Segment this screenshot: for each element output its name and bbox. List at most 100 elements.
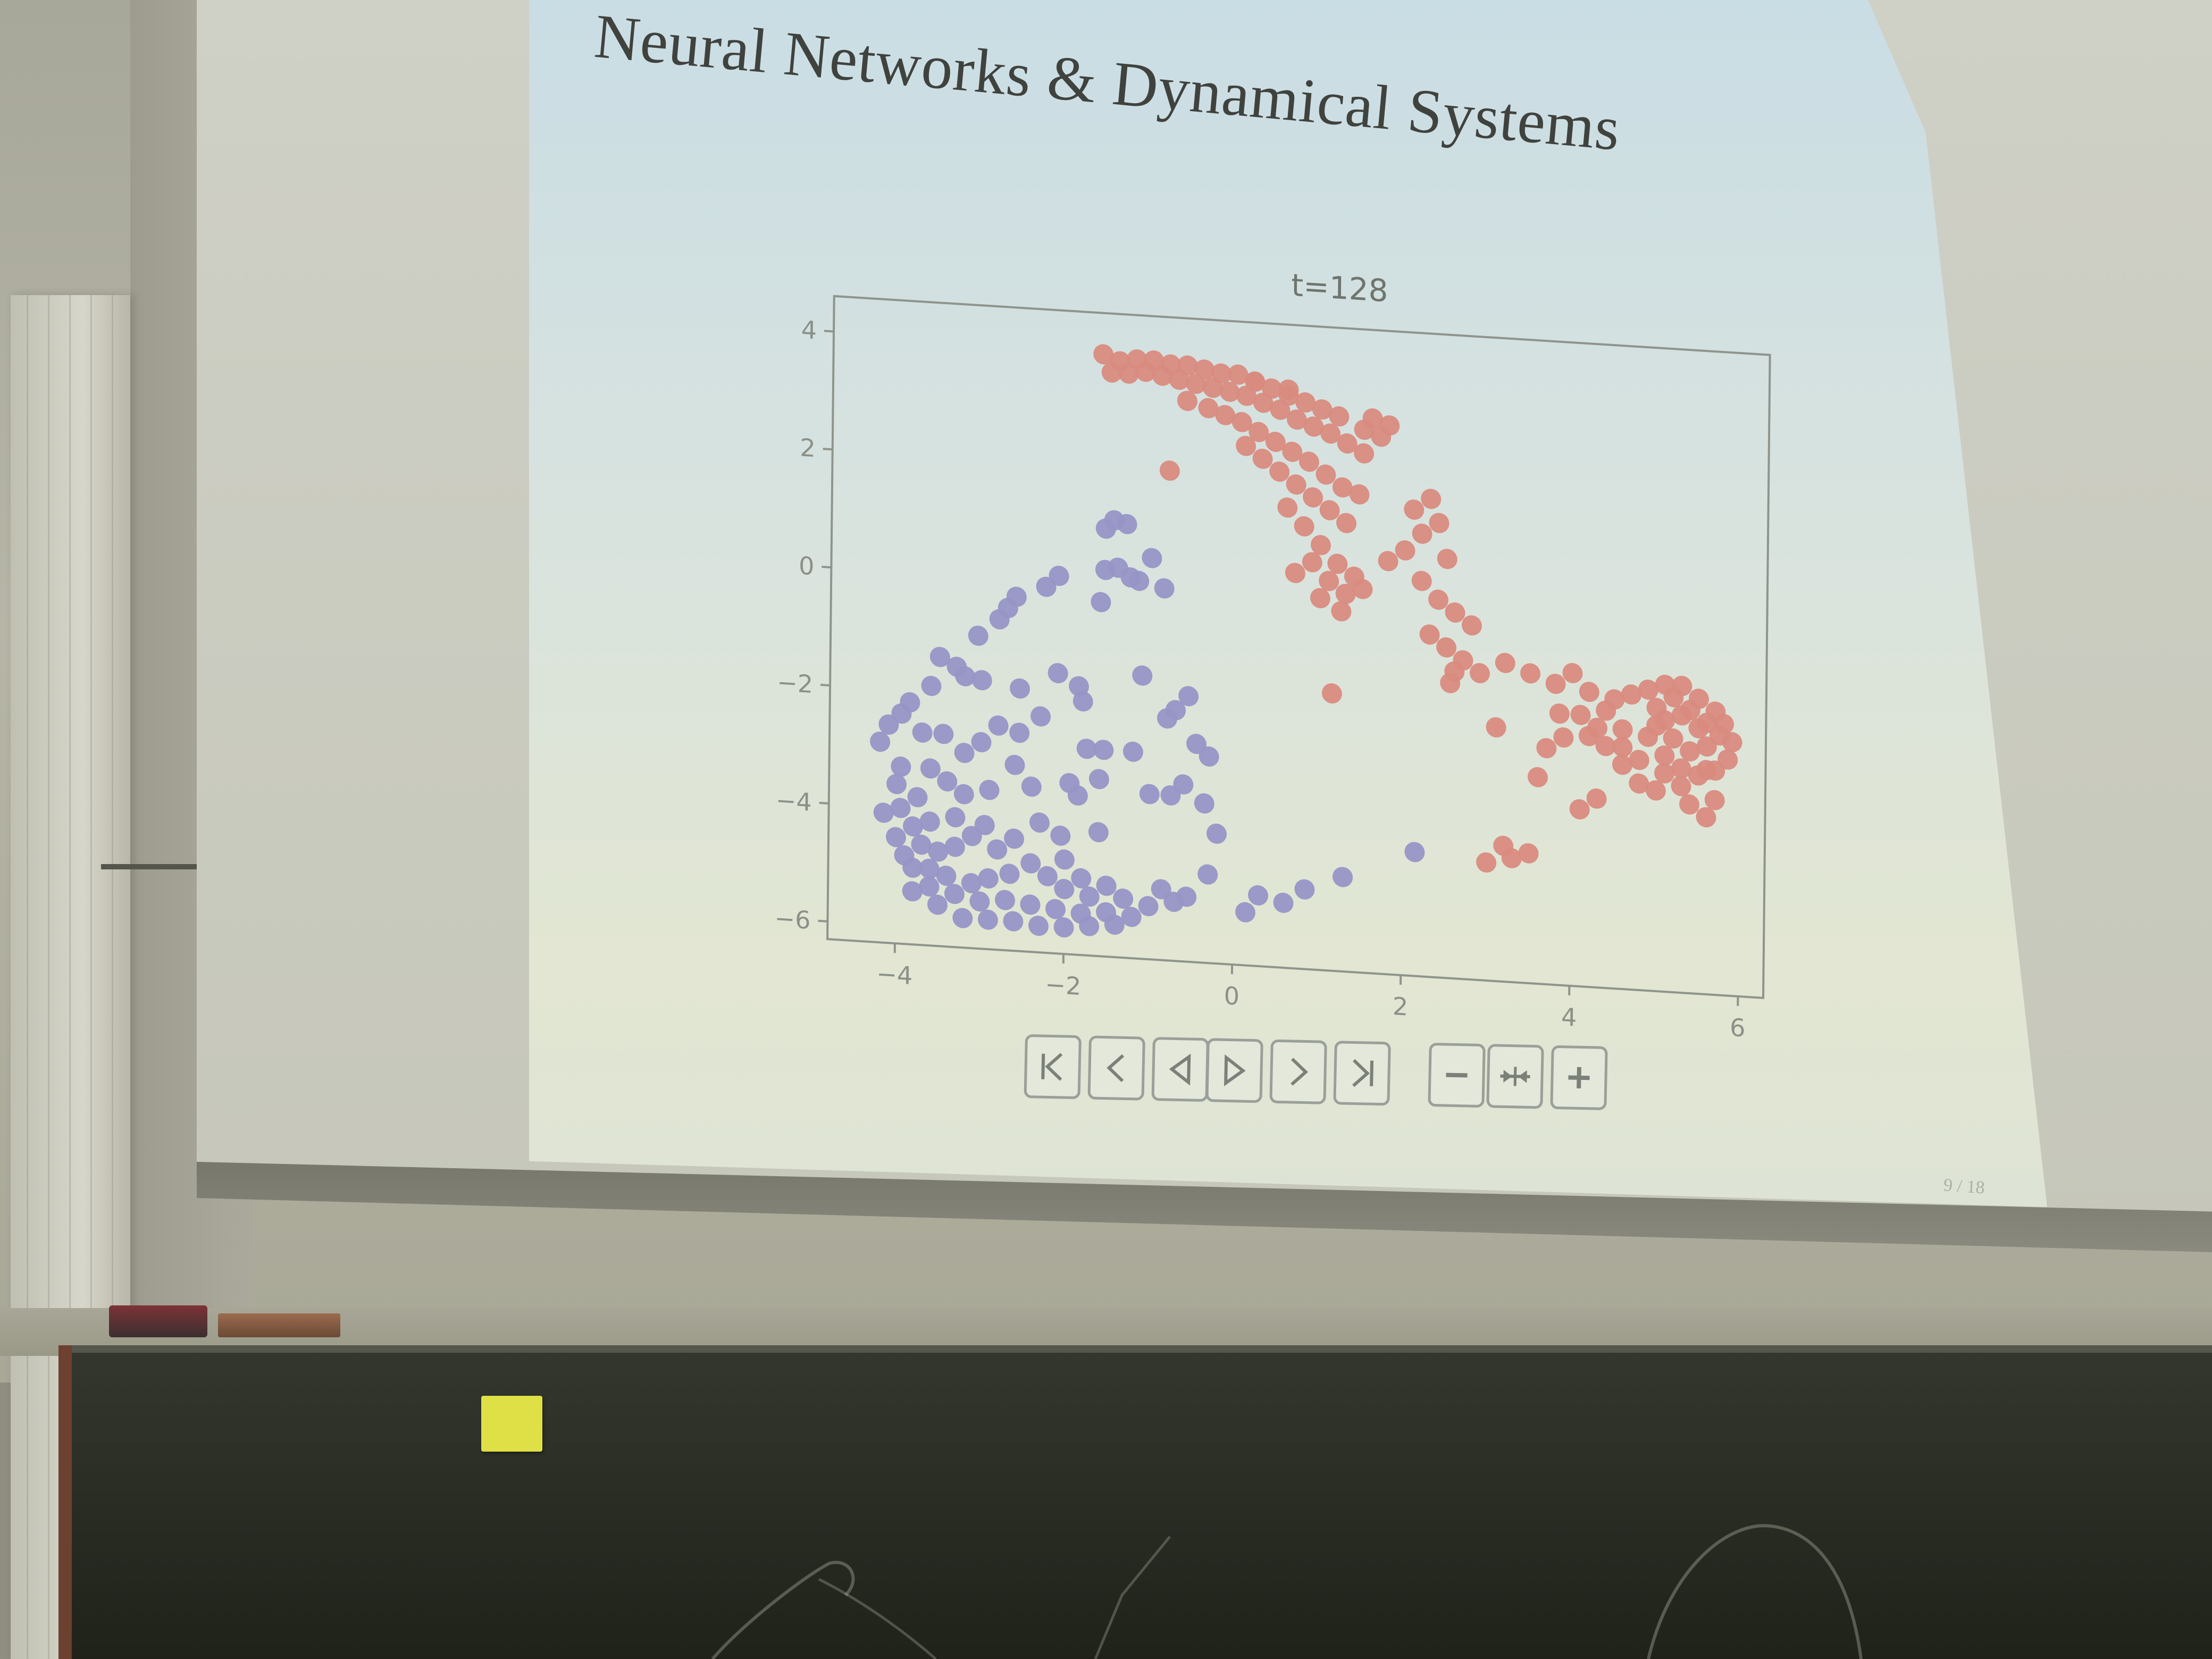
step-back-icon: [1107, 1054, 1125, 1083]
blue-point: [1117, 514, 1137, 534]
red-point: [1428, 589, 1449, 610]
blue-point: [911, 834, 932, 855]
blue-point: [1235, 902, 1255, 923]
red-point: [1278, 379, 1299, 400]
reset-speed-icon: [1500, 1067, 1530, 1086]
red-point: [1327, 554, 1348, 574]
blue-point: [1067, 785, 1088, 806]
red-point: [1352, 579, 1373, 599]
minus-icon: [1446, 1073, 1468, 1078]
red-point: [1545, 674, 1566, 694]
blue-point: [1206, 823, 1227, 844]
red-point: [1152, 365, 1172, 386]
red-point: [1349, 484, 1370, 505]
red-point: [1663, 728, 1683, 749]
blue-point: [1154, 578, 1175, 599]
blue-point: [1045, 899, 1066, 919]
next-step-button[interactable]: [1269, 1039, 1327, 1104]
blue-point: [1273, 892, 1294, 913]
red-point: [1265, 432, 1286, 453]
blue-point: [927, 894, 948, 915]
blue-point: [936, 865, 957, 886]
x-tick-label: −4: [876, 959, 912, 990]
red-point: [1336, 513, 1357, 533]
reset-speed-button[interactable]: [1486, 1044, 1544, 1109]
blue-point: [1020, 894, 1041, 915]
red-point: [1321, 683, 1342, 704]
first-icon: [1041, 1053, 1063, 1081]
red-point: [1629, 750, 1649, 770]
blue-point: [1079, 886, 1100, 907]
blue-point: [1142, 548, 1162, 568]
y-tick-label: 2: [800, 433, 816, 463]
blue-point: [920, 758, 941, 779]
red-point: [1680, 741, 1700, 762]
slower-button[interactable]: [1428, 1042, 1486, 1108]
blue-point: [1030, 706, 1051, 727]
blue-point: [1294, 879, 1315, 900]
red-point: [1186, 373, 1206, 394]
red-point: [1312, 399, 1333, 420]
blue-point: [1088, 822, 1109, 843]
red-point: [1319, 571, 1339, 591]
blue-point: [878, 714, 899, 735]
red-point: [1646, 715, 1667, 736]
blue-point: [886, 774, 907, 794]
blue-point: [919, 811, 940, 832]
blue-point: [977, 909, 998, 930]
blue-point: [1054, 878, 1075, 900]
blue-point: [988, 715, 1009, 736]
blue-point: [979, 780, 1000, 800]
previous-step-button[interactable]: [1087, 1035, 1145, 1101]
axes-layer: −4 −2 0 2 4 6 4 2 0 −2 −4 −6: [774, 295, 1771, 1043]
blue-point: [971, 732, 992, 752]
y-tick-label: 4: [801, 315, 817, 345]
red-point: [1198, 398, 1219, 418]
slide-page-indicator: 9 / 18: [1942, 1175, 1985, 1198]
blue-point: [1178, 686, 1199, 707]
x-tick-label: 2: [1393, 992, 1409, 1021]
red-point: [1663, 687, 1684, 708]
plot-frame: [826, 295, 1771, 999]
red-point: [1436, 637, 1457, 658]
animation-controls: [1023, 1034, 1637, 1148]
red-point: [1421, 489, 1442, 509]
red-point: [1709, 725, 1730, 746]
sticky-note: [481, 1396, 542, 1452]
red-point: [1461, 615, 1482, 636]
faster-button[interactable]: [1550, 1045, 1608, 1110]
red-point: [1579, 682, 1599, 702]
red-point: [1320, 423, 1341, 444]
blackboard: [72, 1345, 2212, 1659]
red-point: [1169, 370, 1189, 390]
red-point: [1654, 745, 1675, 766]
blue-point: [1021, 776, 1042, 797]
red-point: [1527, 767, 1548, 787]
blue-point: [999, 864, 1020, 884]
red-point: [1586, 788, 1607, 809]
red-point: [1331, 601, 1352, 622]
blue-point: [1076, 739, 1097, 759]
first-frame-button[interactable]: [1024, 1034, 1082, 1100]
red-point: [1379, 415, 1400, 436]
red-point: [1298, 451, 1319, 472]
red-point: [1177, 390, 1197, 412]
play-icon: [1224, 1054, 1246, 1086]
blue-point: [1091, 592, 1111, 613]
red-point: [1411, 571, 1432, 591]
play-button[interactable]: [1205, 1038, 1263, 1103]
blue-point: [1139, 784, 1160, 805]
board-eraser: [109, 1305, 207, 1337]
red-point: [1553, 727, 1574, 748]
red-point: [1249, 422, 1269, 442]
blue-point: [929, 647, 950, 667]
last-frame-button[interactable]: [1333, 1041, 1391, 1106]
blue-point: [1186, 734, 1207, 755]
play-reverse-button[interactable]: [1151, 1037, 1209, 1102]
blue-point: [919, 876, 940, 897]
red-point: [1395, 540, 1415, 561]
blue-point: [928, 841, 949, 862]
red-point: [1295, 392, 1316, 413]
blue-point: [944, 836, 965, 857]
blue-point: [919, 858, 940, 879]
